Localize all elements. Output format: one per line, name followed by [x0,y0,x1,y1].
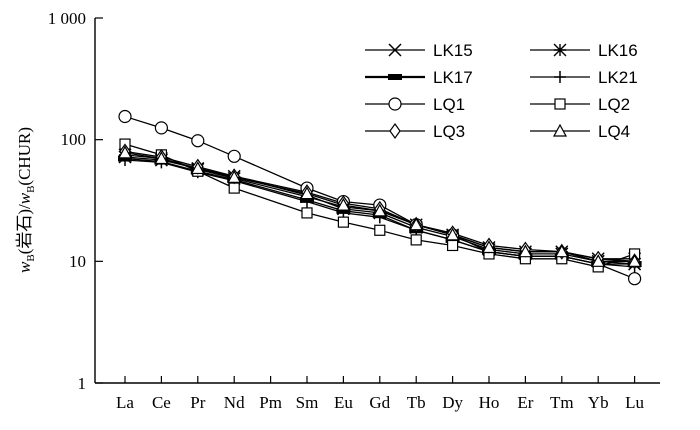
legend-item-lk17: LK17 [365,68,473,87]
legend-marker-lq1 [388,97,402,111]
y-axis-label-sub2: B [25,186,37,193]
point-lq4-er [518,244,533,258]
x-tick-label-dy: Dy [442,393,463,412]
point-lq4-tm [554,244,569,258]
x-tick-label-ce: Ce [152,393,171,412]
x-tick-label-ho: Ho [479,393,500,412]
axes [94,18,660,384]
legend-label-lk16: LK16 [598,41,638,60]
y-axis-label-sub1: B [25,254,37,261]
y-axis-label-w1: w [15,261,34,273]
legend-item-lq2: LQ2 [530,95,630,114]
legend-marker-lq4 [552,123,568,137]
x-tick-label-lu: Lu [625,393,644,412]
legend-label-lk21: LK21 [598,68,638,87]
y-tick-label-1000: 1 000 [48,9,86,28]
x-tick-labels: La Ce Pr Nd Pm Sm Eu Gd Tb Dy Ho Er Tm Yb Lu [116,393,645,412]
point-lq4-eu [336,197,351,211]
y-axis-label-tail: (CHUR) [15,127,34,186]
legend-label-lk15: LK15 [433,41,473,60]
legend-marker-lk21 [554,71,566,83]
point-lq4-ce [154,151,169,165]
legend-label-lq2: LQ2 [598,95,630,114]
x-tick-label-pm: Pm [259,393,282,412]
point-lq1-nd [227,149,241,163]
point-lq4-ho [481,240,497,254]
x-tick-label-tb: Tb [407,393,426,412]
x-tick-label-gd: Gd [369,393,390,412]
point-lq4-gd [372,203,387,217]
point-lq4-dy [445,227,460,241]
legend-item-lq3: LQ3 [365,122,465,141]
legend-label-lq4: LQ4 [598,122,630,141]
y-axis-label-mid: (岩石)/ [15,204,34,254]
series-markers [117,109,642,286]
point-lq1-ce [154,121,168,135]
legend-label-lq1: LQ1 [433,95,465,114]
x-tick-label-la: La [116,393,134,412]
legend-item-lk16: LK16 [530,41,638,60]
x-tick-label-eu: Eu [334,393,353,412]
legend-marker-lk17 [388,74,402,80]
legend-marker-lq2 [554,98,566,110]
point-lq1-lu [627,272,642,286]
legend-label-lq3: LQ3 [433,122,465,141]
legend-label-lk17: LK17 [433,68,473,87]
y-ticks [95,17,103,384]
y-axis-label-w2: w [15,192,34,204]
x-tick-label-pr: Pr [190,393,205,412]
point-lq2-dy [447,239,459,252]
legend-marker-lk16 [553,43,567,57]
point-lq2-tb [410,234,422,246]
y-tick-label-1: 1 [78,374,87,393]
legend-item-lk21: LK21 [530,68,638,87]
point-lq2-eu [337,216,349,228]
point-lq4-la [117,145,133,159]
point-lq4-nd [227,170,242,183]
legend-item-lk15: LK15 [365,41,473,60]
point-lq2-sm [301,207,313,219]
y-axis-label: wB(岩石)/wB(CHUR) [15,127,37,273]
legend-marker-lk15 [388,43,402,57]
point-lq1-pr [191,134,205,148]
x-tick-label-yb: Yb [588,393,609,412]
x-tick-label-er: Er [517,393,533,412]
legend: LK15 LK16 LK17 LK21 LQ1 LQ2 LQ3 LQ4 [365,41,638,141]
y-tick-label-100: 100 [61,130,87,149]
legend-item-lq1: LQ1 [365,95,465,114]
point-lq1-la [118,109,132,124]
point-lq4-tb [409,217,424,231]
legend-item-lq4: LQ4 [530,122,630,141]
point-lq4-lu [627,254,642,267]
point-lq2-gd [374,224,386,236]
legend-marker-lq3 [389,122,401,140]
point-lq2-nd [228,182,240,194]
point-lq4-yb [591,254,606,267]
point-lq4-pr [190,161,205,175]
x-tick-label-nd: Nd [224,393,245,412]
x-ticks [124,376,636,383]
x-tick-label-tm: Tm [550,393,574,412]
y-tick-label-10: 10 [69,252,86,271]
y-tick-labels: 1 10 100 1 000 [48,9,86,393]
point-lq4-sm [299,186,315,200]
x-tick-label-sm: Sm [296,393,319,412]
